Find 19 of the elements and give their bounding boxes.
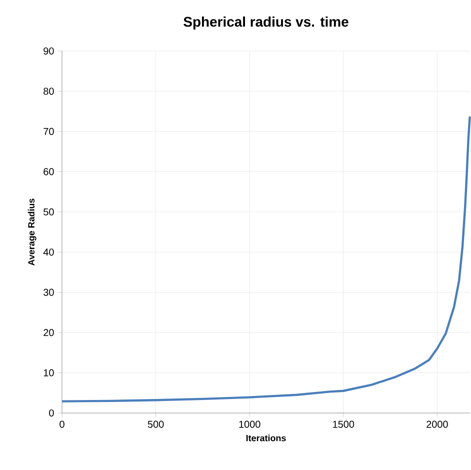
y-tick-label: 90 xyxy=(44,47,54,55)
x-tick-label: 1000 xyxy=(239,420,260,428)
y-tick-label: 30 xyxy=(44,288,54,296)
y-axis-title: Average Radius xyxy=(28,198,36,266)
y-tick-label: 50 xyxy=(44,208,54,216)
y-tick-label: 10 xyxy=(44,369,54,376)
x-tick-label: 1500 xyxy=(333,420,354,428)
y-tick-label: 40 xyxy=(43,248,54,256)
y-tick-label: 80 xyxy=(44,88,54,95)
x-axis-title: Iterations xyxy=(246,434,286,442)
y-tick-label: 20 xyxy=(44,329,54,336)
x-tick-label: 0 xyxy=(60,420,64,428)
line-series xyxy=(60,115,471,402)
chart-title: Spherical radius vs. time xyxy=(184,16,348,30)
y-tick-label: 70 xyxy=(44,128,54,135)
x-tick-label: 500 xyxy=(148,420,164,428)
x-tick-label: 2000 xyxy=(426,420,448,428)
y-tick-label: 0 xyxy=(49,409,54,417)
y-tick-label: 60 xyxy=(44,168,54,176)
